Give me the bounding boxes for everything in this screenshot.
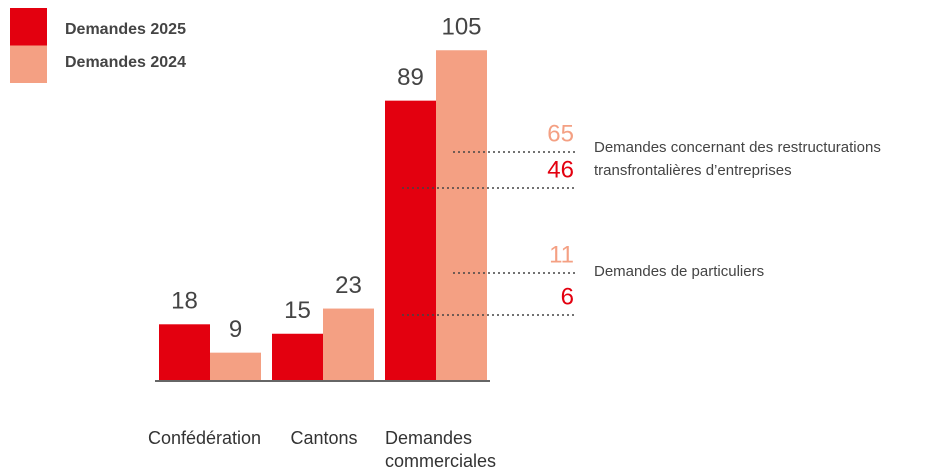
breakdown-value: 6 <box>561 283 574 310</box>
bar <box>323 308 374 381</box>
breakdown-value: 11 <box>549 241 574 268</box>
legend-swatch <box>10 45 47 83</box>
value-label: 9 <box>229 316 242 343</box>
legend-swatch <box>10 8 47 46</box>
x-tick-label: Confédération <box>147 428 262 448</box>
bar <box>385 100 436 382</box>
legend-label: Demandes 2025 <box>65 21 186 38</box>
bar <box>210 352 261 381</box>
value-label: 105 <box>441 14 481 41</box>
value-label: 15 <box>284 297 311 324</box>
value-label: 18 <box>171 288 198 315</box>
value-label: 89 <box>397 64 424 91</box>
breakdown-value: 46 <box>547 156 574 183</box>
breakdown-value: 65 <box>547 120 574 147</box>
x-tick-label: Demandes commerciales <box>385 428 497 471</box>
bar <box>436 50 487 381</box>
bar <box>272 333 323 381</box>
breakdown-label: Demandes de particuliers <box>594 263 765 280</box>
value-label: 23 <box>335 272 362 299</box>
x-tick-label: Cantons <box>290 428 358 448</box>
bar <box>159 324 210 381</box>
breakdown-label: Demandes concernant des restructurations… <box>594 139 881 179</box>
legend-label: Demandes 2024 <box>65 54 186 71</box>
